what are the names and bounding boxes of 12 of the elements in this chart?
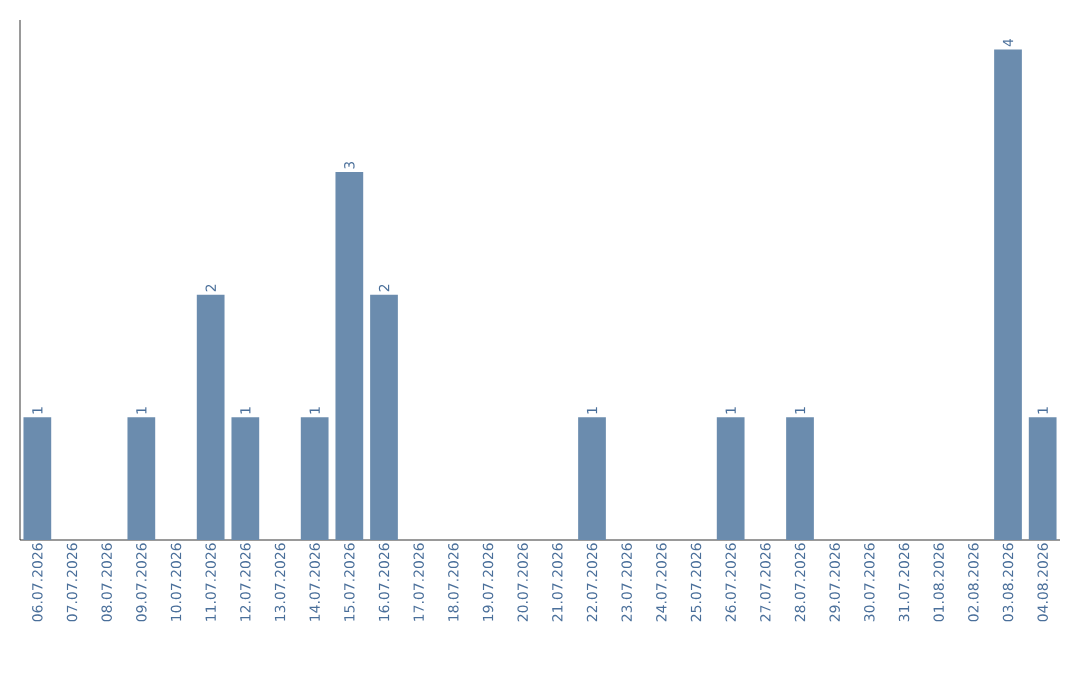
bar bbox=[196, 294, 225, 540]
bar bbox=[23, 417, 52, 540]
bar bbox=[231, 417, 260, 540]
bar bbox=[786, 417, 814, 540]
bar bbox=[578, 417, 606, 540]
bar bbox=[300, 417, 329, 540]
bar bbox=[994, 49, 1022, 540]
bar bbox=[127, 417, 156, 540]
bar bbox=[1028, 417, 1057, 540]
bar bbox=[370, 294, 398, 540]
bar bbox=[335, 172, 364, 540]
bar bbox=[716, 417, 745, 540]
